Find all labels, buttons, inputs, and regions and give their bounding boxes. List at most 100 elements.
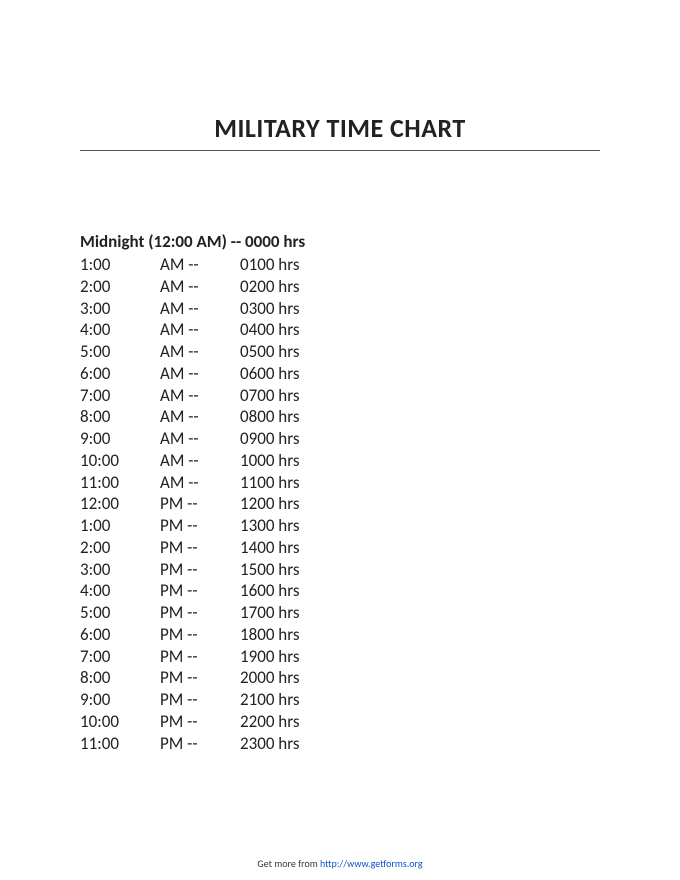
time-table: 1:00AM --0100 hrs2:00AM --0200 hrs3:00AM… bbox=[80, 254, 600, 754]
table-row: 3:00PM --1500 hrs bbox=[80, 559, 600, 581]
cell-military: 2200 hrs bbox=[240, 711, 300, 733]
cell-military: 0900 hrs bbox=[240, 428, 300, 450]
cell-ampm: AM -- bbox=[160, 341, 240, 363]
cell-military: 0400 hrs bbox=[240, 319, 300, 341]
cell-time: 12:00 bbox=[80, 493, 160, 515]
cell-time: 4:00 bbox=[80, 580, 160, 602]
cell-time: 2:00 bbox=[80, 537, 160, 559]
cell-ampm: PM -- bbox=[160, 624, 240, 646]
cell-ampm: AM -- bbox=[160, 363, 240, 385]
cell-military: 1800 hrs bbox=[240, 624, 300, 646]
table-row: 4:00PM --1600 hrs bbox=[80, 580, 600, 602]
cell-time: 5:00 bbox=[80, 602, 160, 624]
cell-military: 2300 hrs bbox=[240, 733, 300, 755]
table-row: 6:00PM --1800 hrs bbox=[80, 624, 600, 646]
cell-time: 2:00 bbox=[80, 276, 160, 298]
cell-time: 11:00 bbox=[80, 472, 160, 494]
cell-ampm: AM -- bbox=[160, 472, 240, 494]
table-row: 11:00PM --2300 hrs bbox=[80, 733, 600, 755]
footer: Get more from http://www.getforms.org bbox=[0, 857, 680, 870]
cell-military: 1600 hrs bbox=[240, 580, 300, 602]
table-row: 8:00AM --0800 hrs bbox=[80, 406, 600, 428]
table-row: 7:00PM --1900 hrs bbox=[80, 646, 600, 668]
cell-ampm: AM -- bbox=[160, 428, 240, 450]
table-row: 3:00AM --0300 hrs bbox=[80, 298, 600, 320]
cell-military: 1200 hrs bbox=[240, 493, 300, 515]
cell-military: 0200 hrs bbox=[240, 276, 300, 298]
cell-time: 5:00 bbox=[80, 341, 160, 363]
table-row: 9:00PM --2100 hrs bbox=[80, 689, 600, 711]
content-block: Midnight (12:00 AM) -- 0000 hrs 1:00AM -… bbox=[80, 231, 600, 754]
cell-military: 1300 hrs bbox=[240, 515, 300, 537]
cell-ampm: PM -- bbox=[160, 559, 240, 581]
cell-time: 10:00 bbox=[80, 450, 160, 472]
table-row: 11:00AM --1100 hrs bbox=[80, 472, 600, 494]
table-row: 7:00AM --0700 hrs bbox=[80, 385, 600, 407]
cell-ampm: AM -- bbox=[160, 385, 240, 407]
footer-link[interactable]: http://www.getforms.org bbox=[320, 857, 423, 870]
table-row: 10:00PM --2200 hrs bbox=[80, 711, 600, 733]
cell-military: 1900 hrs bbox=[240, 646, 300, 668]
cell-time: 11:00 bbox=[80, 733, 160, 755]
cell-ampm: PM -- bbox=[160, 580, 240, 602]
cell-ampm: PM -- bbox=[160, 711, 240, 733]
cell-time: 4:00 bbox=[80, 319, 160, 341]
cell-time: 10:00 bbox=[80, 711, 160, 733]
cell-ampm: AM -- bbox=[160, 276, 240, 298]
cell-time: 1:00 bbox=[80, 515, 160, 537]
footer-prefix: Get more from bbox=[257, 857, 320, 870]
cell-ampm: PM -- bbox=[160, 493, 240, 515]
cell-time: 3:00 bbox=[80, 559, 160, 581]
cell-military: 2100 hrs bbox=[240, 689, 300, 711]
cell-military: 0800 hrs bbox=[240, 406, 300, 428]
cell-time: 9:00 bbox=[80, 689, 160, 711]
table-row: 2:00AM --0200 hrs bbox=[80, 276, 600, 298]
cell-time: 7:00 bbox=[80, 385, 160, 407]
cell-time: 8:00 bbox=[80, 667, 160, 689]
cell-ampm: AM -- bbox=[160, 254, 240, 276]
cell-military: 0100 hrs bbox=[240, 254, 300, 276]
table-row: 2:00PM --1400 hrs bbox=[80, 537, 600, 559]
cell-time: 8:00 bbox=[80, 406, 160, 428]
cell-ampm: PM -- bbox=[160, 733, 240, 755]
table-row: 8:00PM --2000 hrs bbox=[80, 667, 600, 689]
cell-ampm: PM -- bbox=[160, 689, 240, 711]
table-row: 1:00PM --1300 hrs bbox=[80, 515, 600, 537]
cell-ampm: AM -- bbox=[160, 406, 240, 428]
cell-military: 2000 hrs bbox=[240, 667, 300, 689]
table-row: 5:00AM --0500 hrs bbox=[80, 341, 600, 363]
cell-time: 6:00 bbox=[80, 363, 160, 385]
cell-military: 1500 hrs bbox=[240, 559, 300, 581]
cell-ampm: AM -- bbox=[160, 298, 240, 320]
header-line: Midnight (12:00 AM) -- 0000 hrs bbox=[80, 231, 600, 252]
cell-time: 7:00 bbox=[80, 646, 160, 668]
table-row: 5:00PM --1700 hrs bbox=[80, 602, 600, 624]
table-row: 4:00AM --0400 hrs bbox=[80, 319, 600, 341]
cell-ampm: PM -- bbox=[160, 537, 240, 559]
cell-ampm: PM -- bbox=[160, 515, 240, 537]
cell-ampm: AM -- bbox=[160, 319, 240, 341]
cell-military: 0300 hrs bbox=[240, 298, 300, 320]
cell-military: 1400 hrs bbox=[240, 537, 300, 559]
cell-ampm: AM -- bbox=[160, 450, 240, 472]
cell-time: 9:00 bbox=[80, 428, 160, 450]
cell-time: 3:00 bbox=[80, 298, 160, 320]
cell-military: 0500 hrs bbox=[240, 341, 300, 363]
page-title: MILITARY TIME CHART bbox=[80, 112, 600, 151]
cell-ampm: PM -- bbox=[160, 646, 240, 668]
table-row: 6:00AM --0600 hrs bbox=[80, 363, 600, 385]
cell-military: 0700 hrs bbox=[240, 385, 300, 407]
document-page: MILITARY TIME CHART Midnight (12:00 AM) … bbox=[0, 0, 680, 754]
cell-military: 1000 hrs bbox=[240, 450, 300, 472]
table-row: 9:00AM --0900 hrs bbox=[80, 428, 600, 450]
table-row: 12:00PM --1200 hrs bbox=[80, 493, 600, 515]
cell-military: 1100 hrs bbox=[240, 472, 300, 494]
cell-time: 6:00 bbox=[80, 624, 160, 646]
cell-time: 1:00 bbox=[80, 254, 160, 276]
cell-military: 0600 hrs bbox=[240, 363, 300, 385]
cell-ampm: PM -- bbox=[160, 667, 240, 689]
table-row: 1:00AM --0100 hrs bbox=[80, 254, 600, 276]
cell-military: 1700 hrs bbox=[240, 602, 300, 624]
table-row: 10:00AM --1000 hrs bbox=[80, 450, 600, 472]
cell-ampm: PM -- bbox=[160, 602, 240, 624]
